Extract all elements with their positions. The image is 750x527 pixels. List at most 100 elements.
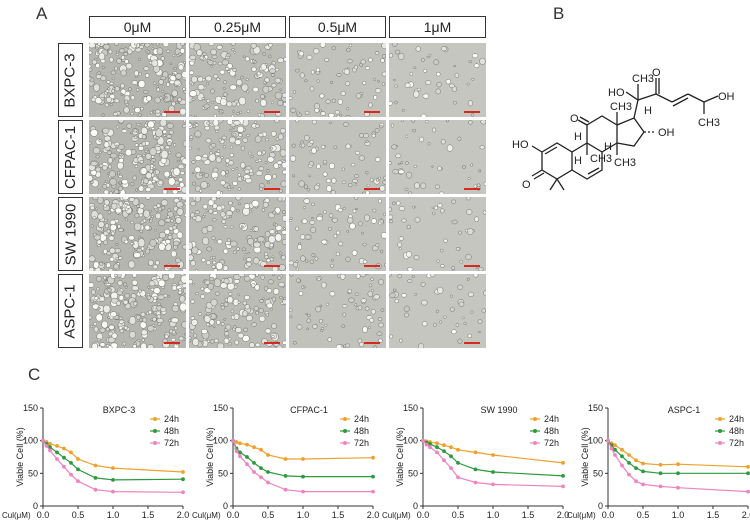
data-point-72h xyxy=(676,485,680,490)
legend-marker-24h xyxy=(718,417,722,421)
micrograph-3-2 xyxy=(289,274,386,348)
x-tick-label: 0.0 xyxy=(37,510,50,520)
data-point-48h xyxy=(449,454,453,459)
data-point-24h xyxy=(449,445,453,450)
data-point-48h xyxy=(491,470,495,474)
data-point-24h xyxy=(252,445,256,450)
data-point-24h xyxy=(456,447,460,452)
concentration-label: 0.25μM xyxy=(214,19,261,35)
data-point-48h xyxy=(69,461,73,465)
data-point-72h xyxy=(435,450,439,455)
data-point-72h xyxy=(111,489,115,494)
data-point-48h xyxy=(252,461,256,465)
data-point-24h xyxy=(491,453,495,457)
micrograph-0-3 xyxy=(389,43,486,117)
legend-label-24h: 24h xyxy=(164,414,179,424)
scale-bar xyxy=(164,188,180,190)
legend-marker-72h xyxy=(153,441,157,445)
cell-line-text: CFPAC-1 xyxy=(62,125,79,189)
data-point-72h xyxy=(424,442,429,447)
y-tick-label: 100 xyxy=(23,436,38,446)
micrograph-0-1 xyxy=(189,43,286,117)
data-point-72h xyxy=(55,457,59,461)
data-point-24h xyxy=(620,447,624,452)
data-point-24h xyxy=(283,457,288,461)
x-tick-label: 1.0 xyxy=(107,510,120,520)
micrograph-3-3 xyxy=(389,274,486,348)
data-point-48h xyxy=(561,474,565,478)
x-tick-label: 1.0 xyxy=(672,510,685,520)
data-point-48h xyxy=(627,461,631,465)
data-point-72h xyxy=(41,438,45,443)
data-point-24h xyxy=(48,442,52,446)
data-point-24h xyxy=(473,450,478,455)
data-point-24h xyxy=(76,457,80,461)
scale-bar xyxy=(464,111,480,113)
data-point-48h xyxy=(435,445,439,450)
scale-bar xyxy=(464,342,480,344)
x-tick-label: 1.0 xyxy=(487,510,500,520)
cucurbitacin-structure: HO O O O CH3 HO H OH OH CH3 CH3 CH3 CH3 … xyxy=(512,67,735,191)
data-point-72h xyxy=(627,472,631,477)
scale-bar xyxy=(264,342,280,344)
panel-label-c: C xyxy=(28,365,41,384)
micrograph-2-3 xyxy=(389,197,486,271)
data-point-48h xyxy=(620,454,624,459)
data-point-48h xyxy=(428,442,432,446)
x-tick-label: 2.0 xyxy=(367,510,380,520)
data-point-24h xyxy=(93,463,98,468)
structure-label-o11: O xyxy=(570,113,579,125)
scale-bar xyxy=(364,265,380,267)
x-tick-label: 1.0 xyxy=(297,510,310,520)
legend-label-48h: 48h xyxy=(544,426,559,436)
micrograph-0-0 xyxy=(89,43,186,117)
data-point-48h xyxy=(238,450,242,455)
legend-label-48h: 48h xyxy=(729,426,744,436)
series-line-48h xyxy=(42,440,184,481)
legend-marker-24h xyxy=(533,417,537,421)
data-point-24h xyxy=(634,458,638,463)
cell-line-label-3: ASPC-1 xyxy=(58,274,83,348)
data-point-48h xyxy=(676,471,680,476)
concentration-label: 0.5μM xyxy=(317,19,358,35)
data-point-48h xyxy=(111,478,115,482)
series-line-24h xyxy=(607,440,749,468)
data-point-48h xyxy=(746,471,750,476)
scale-bar xyxy=(364,342,380,344)
y-tick-label: 50 xyxy=(28,468,38,478)
y-axis-label: Viable Cell (%) xyxy=(580,427,590,486)
structure-label-o-side: O xyxy=(652,67,661,79)
data-point-72h xyxy=(421,438,425,443)
legend-marker-48h xyxy=(343,429,347,433)
x-tick-label: 1.5 xyxy=(142,510,155,520)
scale-bar xyxy=(164,265,180,267)
data-point-72h xyxy=(442,458,446,463)
chart-title: ASPC-1 xyxy=(668,405,701,415)
viability-chart-sw1990: 0 50 100 150 0.0 0.5 1.0 1.5 2.0 Cul(μM) Viable Ce… xyxy=(382,403,569,520)
data-point-72h xyxy=(658,484,663,489)
data-point-72h xyxy=(606,438,610,443)
series-line-48h xyxy=(607,440,748,474)
y-tick-label: 100 xyxy=(213,436,228,446)
data-point-72h xyxy=(266,480,270,485)
y-tick-label: 100 xyxy=(588,436,603,446)
data-point-72h xyxy=(62,464,66,469)
concentration-header-2: 0.5μM xyxy=(289,16,386,38)
data-point-48h xyxy=(371,474,375,479)
x-axis-label: Cul(μM) xyxy=(192,511,221,520)
series-line-24h xyxy=(232,440,374,460)
data-point-72h xyxy=(609,446,614,451)
structure-label-ho-left: HO xyxy=(512,139,529,151)
data-point-48h xyxy=(613,447,617,452)
data-point-48h xyxy=(76,467,80,472)
data-point-72h xyxy=(252,470,256,474)
micrograph-3-1 xyxy=(189,274,286,348)
data-point-72h xyxy=(456,475,460,480)
legend-label-48h: 48h xyxy=(354,426,369,436)
data-point-24h xyxy=(181,470,185,474)
x-tick-label: 0.5 xyxy=(72,510,85,520)
data-point-72h xyxy=(371,489,375,494)
y-tick-label: 100 xyxy=(403,436,418,446)
structure-label-oh16: OH xyxy=(658,127,675,139)
data-point-72h xyxy=(44,444,49,448)
